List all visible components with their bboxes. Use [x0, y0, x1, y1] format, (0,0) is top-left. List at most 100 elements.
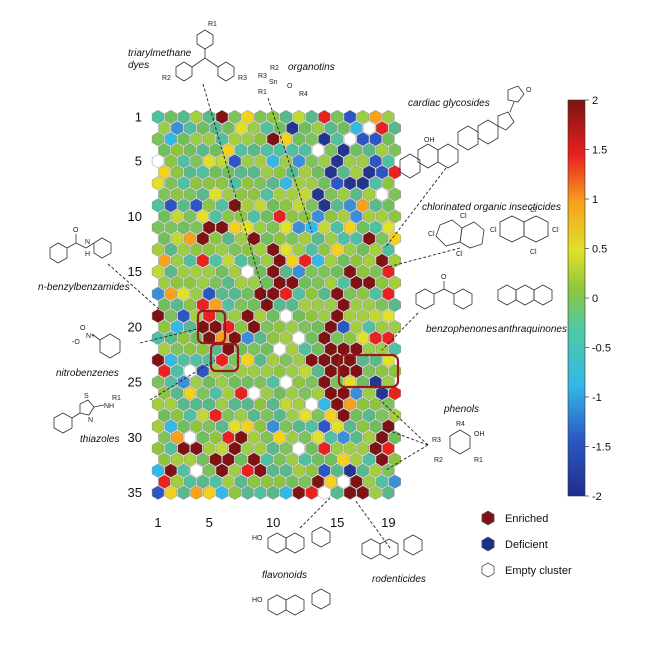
hex-cell	[273, 165, 286, 180]
hex-cell	[369, 397, 382, 412]
hex-cell	[273, 253, 286, 268]
hex-cell	[299, 165, 312, 180]
hex-cell	[183, 121, 197, 136]
triaryl-r3: R3	[238, 75, 247, 82]
hex-cell	[228, 441, 241, 456]
colorbar	[567, 99, 586, 497]
hex-cell	[337, 408, 350, 423]
hex-cell	[318, 154, 331, 169]
hex-cell	[267, 242, 280, 257]
hex-cell	[292, 286, 305, 301]
hex-cell	[196, 452, 209, 467]
hex-cell	[375, 231, 389, 246]
hex-cell	[158, 319, 171, 335]
hex-cell	[318, 308, 331, 323]
hex-cell	[260, 319, 273, 335]
hex-cell	[158, 474, 171, 489]
hex-cell	[273, 297, 286, 312]
hex-cell	[183, 275, 197, 290]
hex-cell	[267, 353, 280, 368]
hex-cell	[260, 121, 273, 136]
hex-cell	[254, 375, 267, 390]
hex-cell	[209, 319, 222, 335]
hex-cell	[222, 430, 235, 445]
hex-cell	[343, 397, 357, 412]
hex-cell	[215, 419, 229, 434]
legend-deficient-label: Deficient	[505, 539, 548, 551]
label-anthraquinones: anthraquinones	[498, 324, 567, 335]
hex-cell	[337, 319, 350, 335]
hex-cell	[273, 231, 286, 246]
hex-cell	[241, 198, 254, 213]
highlight-box-thiazole	[209, 342, 240, 373]
hex-cell	[350, 408, 363, 423]
benzophenone-structure	[415, 281, 473, 310]
hex-cell	[209, 165, 222, 180]
hex-cell	[311, 430, 325, 445]
hex-cell	[279, 441, 293, 456]
hex-cell	[337, 187, 350, 202]
hex-cell	[299, 364, 312, 379]
anthraquinone-structure	[497, 284, 553, 306]
hex-cell	[241, 353, 254, 368]
hex-cell	[228, 375, 241, 390]
hex-cell	[369, 308, 382, 323]
hex-cell	[209, 386, 222, 401]
hex-cell	[196, 430, 209, 445]
hex-cell	[375, 364, 389, 379]
hex-cell	[273, 209, 286, 224]
hex-cell	[228, 198, 241, 213]
organotin-r1: R1	[258, 89, 267, 96]
hex-cell	[292, 308, 305, 323]
hex-cell	[203, 132, 216, 147]
hex-cell	[183, 474, 197, 489]
hex-cell	[279, 330, 293, 346]
hex-cell	[382, 154, 395, 169]
connector-lines	[107, 83, 461, 549]
hex-cell	[151, 154, 165, 169]
nitro-o-upper: O	[80, 325, 86, 332]
hex-cell	[158, 209, 171, 224]
hex-cell	[164, 353, 177, 368]
hex-cell	[363, 364, 376, 379]
hex-cell	[247, 275, 261, 290]
hex-cell	[171, 121, 184, 136]
hex-cell	[215, 397, 229, 412]
hex-cell	[286, 165, 299, 180]
hex-cell	[311, 297, 325, 312]
hex-cell	[311, 165, 325, 180]
flavonoid-structures	[267, 526, 331, 616]
hex-cell	[299, 275, 312, 290]
nitro-o-minus: -O	[72, 339, 80, 346]
phenol-oh: OH	[474, 431, 485, 438]
hex-cell	[356, 220, 369, 235]
hex-cell	[356, 463, 369, 478]
hex-cell	[369, 220, 382, 235]
hex-cell	[151, 330, 165, 346]
hex-cell	[267, 220, 280, 235]
hex-cell	[235, 121, 248, 136]
hex-cell	[196, 165, 209, 180]
hex-cell	[183, 452, 197, 467]
flavonoid-ho-top: HO	[252, 535, 263, 542]
hex-cell	[247, 209, 261, 224]
hex-cell	[382, 242, 395, 257]
legend-empty-swatch	[481, 562, 495, 578]
hex-cell	[337, 452, 350, 467]
hex-cell	[203, 485, 216, 500]
hex-cell	[311, 386, 325, 401]
hex-cell	[267, 397, 280, 412]
legend-enriched-label: Enriched	[505, 513, 548, 525]
hex-cell	[254, 419, 267, 434]
hex-cell	[286, 275, 299, 290]
hex-cell	[356, 132, 369, 147]
hex-cell	[171, 474, 184, 489]
hex-cell	[254, 397, 267, 412]
hex-cell	[337, 165, 350, 180]
hex-cell	[183, 253, 197, 268]
hex-cell	[292, 353, 305, 368]
hex-cell	[177, 198, 190, 213]
chlorine-label-2: Cl	[460, 213, 467, 220]
hex-cell	[215, 353, 229, 368]
hex-cell	[196, 253, 209, 268]
